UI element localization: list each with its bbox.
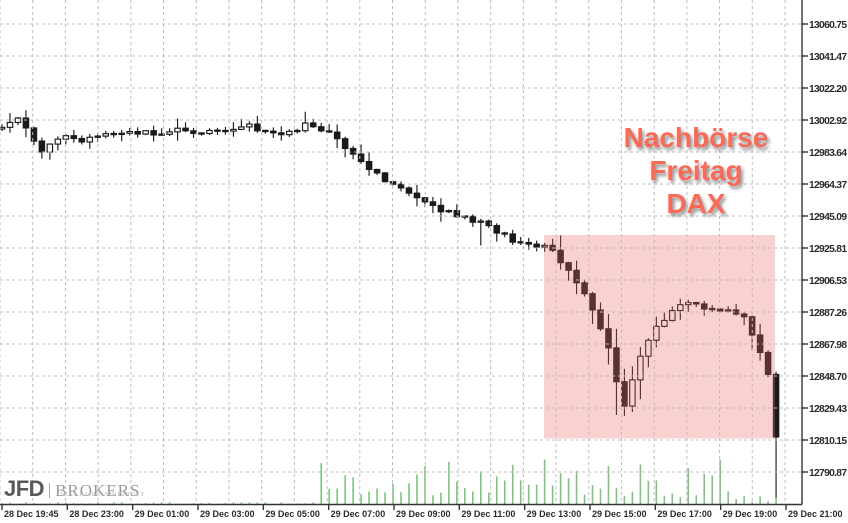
svg-text:28 Dec 23:00: 28 Dec 23:00: [69, 509, 124, 519]
svg-text:29 Dec 21:00: 29 Dec 21:00: [788, 509, 843, 519]
svg-text:12790.87: 12790.87: [809, 468, 847, 479]
svg-text:12983.64: 12983.64: [809, 148, 847, 159]
svg-text:29 Dec 01:00: 29 Dec 01:00: [135, 509, 190, 519]
svg-text:29 Dec 03:00: 29 Dec 03:00: [200, 509, 255, 519]
svg-text:12964.37: 12964.37: [809, 180, 847, 191]
svg-text:29 Dec 17:00: 29 Dec 17:00: [657, 509, 712, 519]
svg-text:29 Dec 11:00: 29 Dec 11:00: [461, 509, 515, 519]
svg-text:12887.26: 12887.26: [809, 308, 847, 319]
svg-text:12829.43: 12829.43: [809, 404, 847, 415]
svg-text:12925.81: 12925.81: [809, 244, 847, 255]
svg-text:29 Dec 09:00: 29 Dec 09:00: [396, 509, 451, 519]
svg-text:13022.20: 13022.20: [809, 84, 847, 95]
svg-text:13041.47: 13041.47: [809, 52, 847, 63]
svg-text:12906.53: 12906.53: [809, 276, 847, 287]
svg-text:13060.75: 13060.75: [809, 20, 847, 31]
svg-text:29 Dec 05:00: 29 Dec 05:00: [265, 509, 320, 519]
svg-text:12810.15: 12810.15: [809, 436, 847, 447]
svg-text:12945.09: 12945.09: [809, 212, 847, 223]
svg-text:13002.92: 13002.92: [809, 116, 847, 127]
svg-text:29 Dec 15:00: 29 Dec 15:00: [592, 509, 647, 519]
svg-text:28 Dec 19:45: 28 Dec 19:45: [4, 509, 59, 519]
svg-text:29 Dec 07:00: 29 Dec 07:00: [331, 509, 386, 519]
svg-text:12848.70: 12848.70: [809, 372, 847, 383]
svg-text:29 Dec 13:00: 29 Dec 13:00: [527, 509, 582, 519]
svg-text:29 Dec 19:00: 29 Dec 19:00: [723, 509, 778, 519]
svg-text:12867.98: 12867.98: [809, 340, 847, 351]
